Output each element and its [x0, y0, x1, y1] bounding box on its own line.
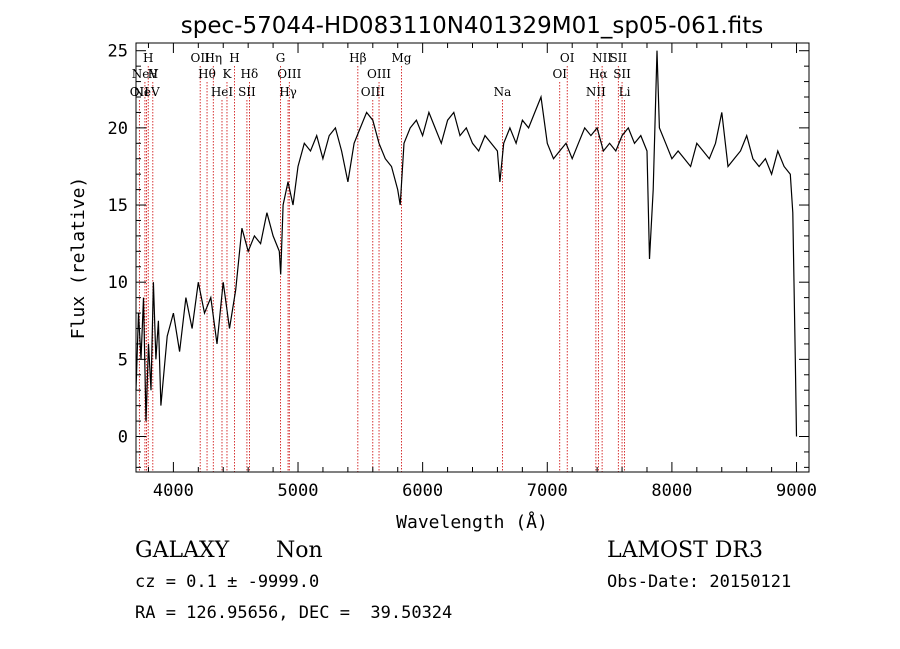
line-marker-label: H	[143, 51, 153, 65]
x-tick-label: 7000	[527, 481, 568, 501]
line-marker-label: Hα	[589, 67, 608, 81]
y-tick-label: 5	[118, 350, 128, 370]
survey-name: LAMOST DR3	[607, 538, 763, 563]
line-marker-label: OI	[560, 51, 575, 65]
spectrum-line	[135, 50, 798, 437]
line-marker-label: K	[222, 67, 232, 81]
x-tick-label: 6000	[402, 481, 443, 501]
object-subclass: Non	[276, 538, 323, 563]
line-marker-label: NeV	[133, 85, 160, 99]
chart-title: spec-57044-HD083110N401329M01_sp05-061.f…	[181, 13, 763, 39]
line-marker-label: Mg	[391, 51, 411, 65]
line-marker-label: OI	[552, 67, 567, 81]
line-marker-label: NII	[592, 51, 612, 65]
line-marker-label: Hη	[204, 51, 222, 65]
line-marker-label: H	[148, 67, 158, 81]
line-marker-label: Hθ	[198, 67, 216, 81]
y-tick-label: 10	[108, 273, 128, 293]
x-axis: 4000 5000 6000 7000 8000 9000	[147, 43, 817, 501]
line-markers	[138, 66, 625, 472]
plot-frame	[135, 42, 810, 473]
line-marker-label: Li	[619, 85, 631, 99]
y-tick-label: 25	[108, 42, 128, 62]
line-marker-label: Hδ	[241, 67, 259, 81]
line-marker-label: SII	[613, 67, 631, 81]
obs-date-line: Obs-Date: 20150121	[607, 572, 792, 592]
line-marker-label: Hβ	[349, 51, 366, 65]
line-marker-label: G	[276, 51, 286, 65]
line-marker-label: H	[229, 51, 239, 65]
line-marker-label: Na	[494, 85, 512, 99]
line-marker-label: HeI	[211, 85, 234, 99]
line-marker-label: OIII	[367, 67, 391, 81]
line-marker-label: NII	[586, 85, 606, 99]
y-axis-label: Flux (relative)	[68, 177, 89, 340]
redshift-line: cz = 0.1 ± -9999.0	[135, 572, 320, 592]
line-marker-label: Hγ	[279, 85, 297, 99]
line-marker-label: SII	[238, 85, 256, 99]
y-tick-label: 15	[108, 196, 128, 216]
x-tick-label: 9000	[776, 481, 817, 501]
line-marker-label: OII	[191, 51, 211, 65]
y-axis: 0 5 10 15 20 25	[108, 42, 809, 468]
line-marker-label: NeV	[132, 67, 159, 81]
y-tick-label: 0	[118, 428, 128, 448]
x-tick-label: 5000	[278, 481, 319, 501]
y-tick-label: 20	[108, 119, 128, 139]
line-marker-labels: NeVNeVOIIHHOIIHθHηHeIKHSIIHδGHγOIIIHβOII…	[130, 51, 631, 99]
object-class: GALAXY	[135, 538, 230, 563]
x-tick-label: 4000	[153, 481, 194, 501]
line-marker-label: OII	[130, 85, 150, 99]
line-marker-label: SII	[609, 51, 627, 65]
x-axis-label: Wavelength (Å)	[396, 511, 548, 533]
x-tick-label: 8000	[651, 481, 692, 501]
line-marker-label: OIII	[277, 67, 301, 81]
line-marker-label: OIII	[361, 85, 385, 99]
coordinates-line: RA = 126.95656, DEC = 39.50324	[135, 603, 453, 623]
